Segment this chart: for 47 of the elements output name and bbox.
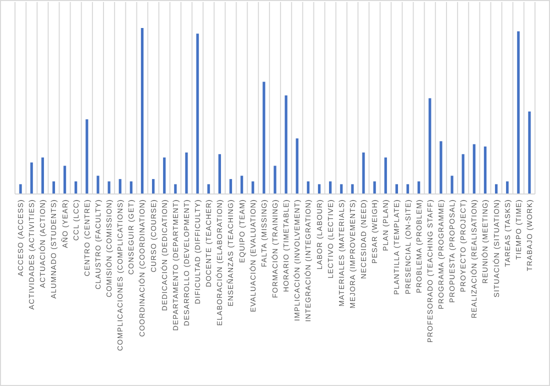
bar [428,98,432,194]
bar [108,181,110,194]
bar [306,181,310,194]
bar [174,184,177,194]
bar [19,184,22,194]
bar [440,141,442,194]
bar [362,152,365,194]
bar [74,181,78,194]
bar [395,184,398,194]
bar [462,154,464,194]
bar [185,152,188,194]
bar [240,176,244,194]
bar [373,181,376,194]
bar [506,181,509,194]
bar [130,181,132,194]
bar [450,176,454,194]
bar [163,157,166,194]
bar [329,181,332,194]
bar [218,154,221,194]
bar [196,34,199,194]
bar [252,181,254,194]
bar [140,28,144,194]
bar [418,181,420,194]
bar [284,95,288,194]
bar [41,157,44,194]
bar [296,138,298,194]
bar [262,82,266,194]
bar [229,179,232,194]
bar [318,184,321,194]
bar [96,176,100,194]
bar [274,166,276,194]
bar [484,146,487,194]
bar [118,179,122,194]
bar [207,184,210,194]
bar [384,157,387,194]
bar [152,179,155,194]
bar [340,184,343,194]
bar [528,112,531,194]
bar [494,184,498,194]
bar [52,181,56,194]
bar [63,166,66,194]
bar [30,162,33,194]
bar [406,184,410,194]
bar [351,184,354,194]
bar [86,119,88,194]
bar [472,144,476,194]
bar [517,31,520,194]
